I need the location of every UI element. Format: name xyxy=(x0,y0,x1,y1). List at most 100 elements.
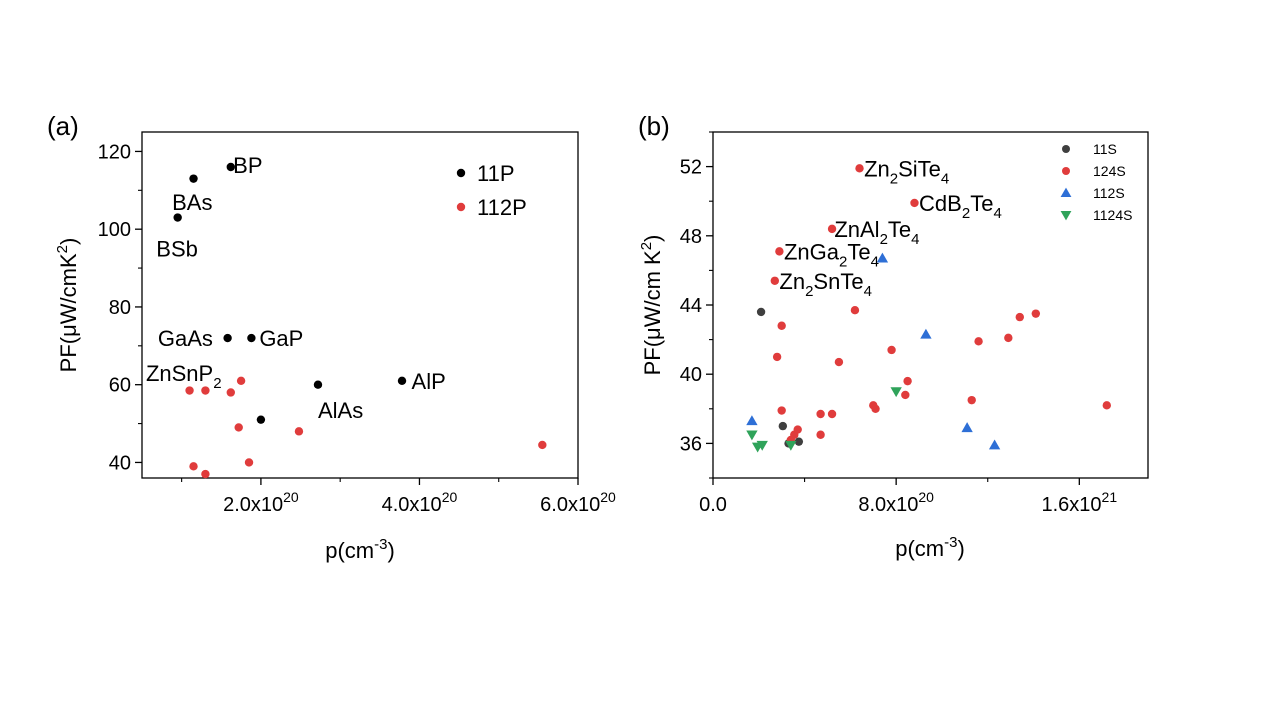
point-annotation: AlAs xyxy=(318,398,363,423)
point-annotation: BSb xyxy=(156,237,198,262)
legend-marker xyxy=(1060,187,1072,198)
point-annotation: BAs xyxy=(172,190,212,215)
data-point xyxy=(538,440,547,450)
legend-marker xyxy=(1060,210,1072,221)
legend-marker xyxy=(456,168,466,178)
data-point xyxy=(903,376,912,386)
y-tick-label: 44 xyxy=(680,295,702,317)
data-point xyxy=(756,440,768,451)
point-annotation: ZnSnP2 xyxy=(146,361,222,392)
legend-marker xyxy=(456,202,466,212)
data-point xyxy=(234,423,243,432)
y-tick-label: 40 xyxy=(680,364,702,386)
series-112S xyxy=(746,252,1001,450)
x-tick-label: 2.0x1020 xyxy=(223,489,299,516)
y-tick-label: 40 xyxy=(109,452,131,474)
legend-entry: 11S xyxy=(1093,141,1117,157)
data-point xyxy=(1015,312,1024,322)
y-tick-label: 52 xyxy=(680,157,702,179)
data-point xyxy=(189,462,198,471)
data-point xyxy=(890,387,902,398)
data-point xyxy=(920,328,932,339)
data-point xyxy=(226,162,235,172)
legend-b: 11S 124S 112S 1124S xyxy=(1060,141,1132,223)
data-point xyxy=(775,247,784,256)
data-point xyxy=(294,427,304,436)
data-point xyxy=(887,345,896,355)
legend-entry: 112S xyxy=(1093,185,1125,201)
data-point xyxy=(772,352,782,362)
data-point xyxy=(827,409,837,419)
x-tick-label: 8.0x1020 xyxy=(858,489,934,516)
data-point xyxy=(201,386,210,395)
plot-frame-b xyxy=(712,131,1149,479)
data-point xyxy=(876,252,889,263)
y-tick-label: 100 xyxy=(98,219,131,241)
panel-label-a: (a) xyxy=(47,111,79,141)
legend-entry: 112P xyxy=(477,195,527,220)
data-point xyxy=(988,439,1001,450)
data-point xyxy=(201,469,210,479)
legend-marker xyxy=(1062,145,1070,153)
chart-panel-a: (a) 40 60 80 100 120 2.0x1020 4.0x1020 6.0x1020 p… xyxy=(47,111,616,563)
data-point xyxy=(834,357,844,367)
x-axis-label: p(cm-3) xyxy=(325,536,395,563)
data-point xyxy=(244,458,254,467)
panel-label-b: (b) xyxy=(638,111,670,141)
legend-entry: 11P xyxy=(477,161,515,186)
legend-marker xyxy=(1062,167,1070,175)
x-axis-label: p(cm-3) xyxy=(895,534,965,561)
data-point xyxy=(256,415,266,424)
data-point xyxy=(967,395,976,405)
point-annotation: BP xyxy=(233,153,262,178)
legend-a: 11P 112P xyxy=(456,161,527,220)
data-point xyxy=(770,276,780,285)
data-point xyxy=(1004,333,1013,343)
data-point xyxy=(778,421,788,431)
data-point xyxy=(785,440,797,451)
y-tick-label: 60 xyxy=(109,375,131,397)
data-point xyxy=(816,409,825,419)
y-tick-label: 120 xyxy=(98,141,131,163)
data-point xyxy=(827,224,837,234)
data-point xyxy=(397,376,407,386)
data-point xyxy=(247,333,256,343)
x-tick-label: 0.0 xyxy=(699,494,727,516)
y-tick-label: 48 xyxy=(680,226,702,248)
data-point xyxy=(974,337,983,346)
data-point xyxy=(189,174,198,183)
data-point xyxy=(794,437,804,446)
point-annotation: ZnGa2Te4 xyxy=(784,239,879,270)
x-tick-label: 1.6x1021 xyxy=(1041,489,1117,516)
data-point xyxy=(756,307,766,317)
data-point xyxy=(777,321,786,330)
series-124S xyxy=(770,164,1111,445)
series-11P xyxy=(173,162,407,424)
data-point xyxy=(236,376,246,386)
data-point xyxy=(816,430,825,439)
y-axis-label: PF(μW/cm K2) xyxy=(638,235,665,376)
y-axis-label: PF(μW/cmK2) xyxy=(54,238,81,373)
legend-entry: 1124S xyxy=(1093,207,1132,223)
point-annotation: GaP xyxy=(259,326,303,351)
data-point xyxy=(185,386,194,395)
point-annotation: AlP xyxy=(412,369,446,394)
data-point xyxy=(746,415,758,426)
plot-frame-a xyxy=(141,131,579,479)
y-tick-label: 36 xyxy=(680,433,702,455)
data-point xyxy=(746,430,758,441)
series-1124S xyxy=(746,387,902,453)
chart-panel-b: (b) 36 40 44 48 52 0.0 8.0x1020 1.6x1021 p(cm-3) P… xyxy=(638,111,1149,561)
data-point xyxy=(226,388,235,397)
point-annotation: Zn2SnTe4 xyxy=(779,269,872,300)
x-tick-label: 6.0x1020 xyxy=(540,489,616,516)
point-annotation: GaAs xyxy=(158,326,213,351)
data-point xyxy=(850,305,860,315)
data-point xyxy=(313,380,323,389)
data-point xyxy=(1102,401,1111,410)
data-point xyxy=(901,390,910,400)
data-point xyxy=(777,406,786,415)
x-tick-label: 4.0x1020 xyxy=(382,489,458,516)
data-point xyxy=(961,422,973,433)
data-point xyxy=(1031,309,1041,318)
